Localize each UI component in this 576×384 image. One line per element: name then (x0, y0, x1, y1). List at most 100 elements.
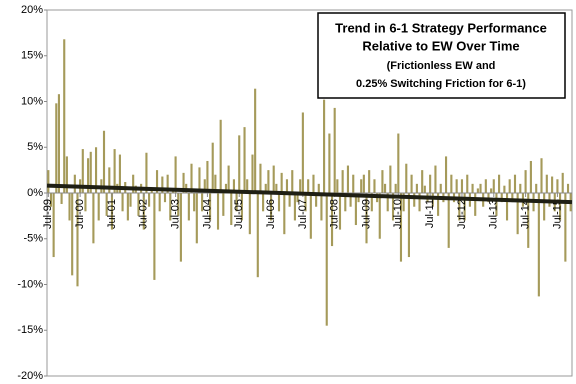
bar (230, 193, 233, 226)
bar (76, 193, 79, 287)
bar (391, 193, 395, 221)
bar (262, 193, 265, 212)
bar (516, 193, 519, 235)
bar (277, 193, 281, 212)
bar (394, 183, 397, 193)
bar (349, 193, 352, 207)
bar (439, 183, 442, 193)
bar (450, 174, 453, 193)
bar (524, 170, 527, 193)
bar (57, 94, 60, 193)
title-box (317, 12, 566, 99)
bar (527, 193, 530, 248)
bar (87, 158, 90, 193)
bar (360, 179, 363, 193)
bar (447, 193, 450, 248)
bar (105, 193, 108, 216)
bar (142, 193, 145, 230)
x-tick-label: Jul-00 (74, 199, 86, 229)
x-tick-label: Jul-03 (170, 199, 182, 229)
bar (169, 193, 172, 221)
bar (500, 193, 503, 203)
bar (166, 174, 169, 193)
bar (378, 193, 381, 239)
bar (434, 165, 437, 193)
bar (227, 165, 230, 193)
bar (490, 188, 493, 193)
bar (60, 193, 63, 204)
x-tick-label: Jul-14 (520, 199, 532, 229)
x-tick-label: Jul-99 (42, 199, 54, 229)
bar (561, 172, 564, 193)
bar (129, 193, 132, 207)
bar (246, 179, 249, 193)
chart-title: Trend in 6-1 Strategy Performance (335, 20, 547, 35)
bar (49, 193, 53, 207)
y-tick-label: 20% (21, 4, 43, 16)
bar (336, 179, 339, 193)
bar (344, 193, 347, 212)
bar (537, 193, 540, 297)
bar (174, 156, 177, 193)
bar (224, 183, 228, 193)
bar (346, 165, 350, 193)
bar (293, 193, 296, 221)
bar (458, 193, 461, 221)
bar (238, 135, 241, 193)
bar (564, 193, 567, 262)
bar (479, 183, 482, 193)
bar (373, 179, 376, 193)
bar (466, 174, 469, 193)
bar (543, 193, 546, 221)
bar (291, 170, 294, 193)
bar (437, 193, 440, 216)
bar (519, 183, 522, 193)
bar (73, 174, 76, 193)
bar (296, 193, 299, 203)
bar (264, 183, 267, 193)
bar (254, 88, 257, 193)
bar (476, 188, 479, 193)
bar (312, 174, 315, 193)
chart-title: Relative to EW Over Time (362, 38, 519, 53)
bar (275, 183, 278, 193)
bar (68, 193, 71, 221)
bar (137, 193, 140, 216)
bar (92, 193, 95, 244)
x-tick-label: Jul-08 (329, 199, 341, 229)
bar (211, 142, 214, 193)
bar (328, 133, 331, 193)
bar (370, 193, 373, 212)
bar (256, 193, 259, 278)
bar (240, 193, 243, 221)
bar (201, 193, 204, 212)
bar (338, 193, 342, 230)
x-tick-label: Jul-09 (360, 199, 372, 229)
bar (471, 183, 474, 193)
bar (410, 174, 413, 193)
bar (330, 193, 334, 247)
bar (187, 193, 190, 221)
bar (301, 112, 304, 193)
bar (272, 165, 275, 193)
x-tick-label: Jul-13 (488, 199, 500, 229)
x-tick-label: Jul-01 (106, 199, 118, 229)
bar (198, 167, 201, 193)
bar (84, 193, 87, 212)
bar (423, 185, 426, 193)
x-tick-label: Jul-06 (265, 199, 277, 229)
y-tick-label: 15% (21, 50, 43, 62)
bar (126, 193, 129, 221)
x-tick-label: Jul-07 (297, 199, 309, 229)
bar (405, 163, 408, 193)
bar (158, 193, 161, 212)
bar (206, 160, 209, 193)
bar (148, 193, 151, 207)
bar (182, 172, 185, 193)
bar (402, 193, 405, 212)
bar (280, 172, 283, 193)
bar (333, 107, 336, 193)
bar (341, 170, 344, 193)
bar (113, 149, 116, 193)
